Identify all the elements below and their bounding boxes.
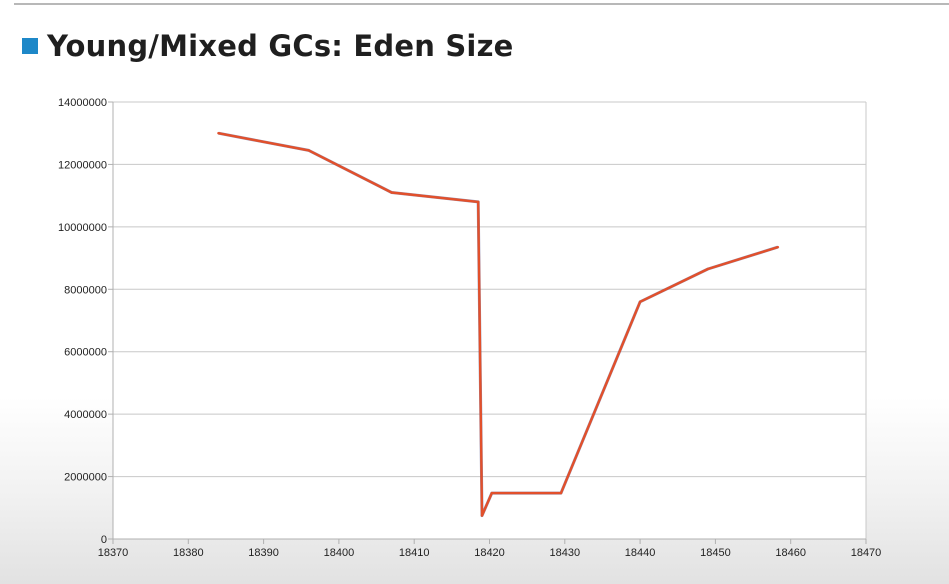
x-tick-label: 18450 (700, 547, 731, 559)
y-tick-label: 2000000 (64, 472, 107, 484)
data-point (706, 267, 710, 271)
x-tick-label: 18440 (625, 547, 656, 559)
data-point (217, 132, 220, 135)
grid (113, 101, 867, 539)
data-point (638, 300, 642, 303)
x-tick-label: 18470 (851, 547, 882, 559)
x-tick-label: 18420 (474, 547, 505, 559)
series-group (217, 131, 780, 518)
square-bullet-icon (22, 38, 38, 54)
top-rule (14, 3, 949, 5)
plot-area (113, 102, 866, 539)
y-tick-label: 14000000 (58, 97, 107, 109)
x-tick-label: 18400 (324, 547, 355, 559)
y-tick-label: 8000000 (64, 284, 107, 296)
data-point (390, 191, 393, 194)
y-tick-label: 4000000 (64, 409, 107, 421)
x-tick-label: 18380 (173, 547, 204, 559)
data-point (490, 491, 493, 495)
x-tick-label: 18370 (98, 547, 129, 559)
y-tick-label: 12000000 (58, 159, 107, 171)
x-tick-label: 18390 (248, 547, 279, 559)
x-tick-labels: 18370 18380 18390 18400 18410 18420 18430 18440… (98, 547, 882, 559)
data-point (559, 491, 563, 495)
data-point (776, 245, 780, 249)
data-point (307, 149, 310, 152)
data-point (480, 514, 484, 517)
axes (108, 101, 867, 544)
y-tick-label: 6000000 (64, 347, 107, 359)
slide-title: Young/Mixed GCs: Eden Size (47, 29, 514, 63)
y-tick-labels: 0 2000000 4000000 6000000 8000000 10000000 120… (58, 97, 107, 546)
x-tick-label: 18460 (775, 547, 806, 559)
y-tick-label: 10000000 (58, 222, 107, 234)
data-point (477, 200, 480, 204)
y-tick-label: 0 (101, 534, 107, 546)
x-tick-label: 18430 (550, 547, 581, 559)
x-tick-label: 18410 (399, 547, 430, 559)
slide-header: Young/Mixed GCs: Eden Size (22, 24, 514, 68)
series-line (218, 132, 779, 517)
